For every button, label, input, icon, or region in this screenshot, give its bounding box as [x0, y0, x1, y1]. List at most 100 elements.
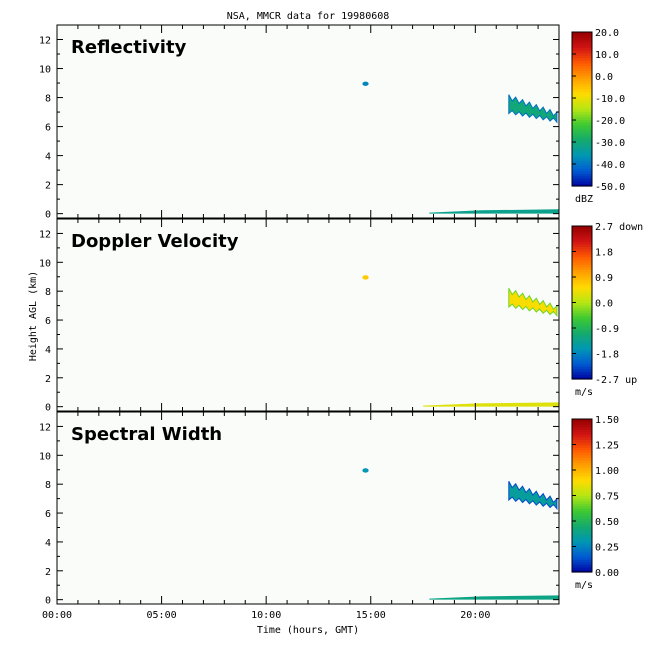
colorbar-segment: [572, 132, 592, 136]
colorbar-segment: [572, 467, 592, 471]
colorbar-segment: [572, 60, 592, 64]
colorbar-segment: [572, 271, 592, 276]
echo-cloud-edge: [508, 288, 558, 318]
colorbar-segment: [572, 444, 592, 448]
colorbar-segment: [572, 521, 592, 525]
colorbar-label: -20.0: [595, 116, 625, 127]
colorbar-segment: [572, 157, 592, 161]
colorbar-label: 1.00: [595, 466, 619, 477]
y-tick-label: 8: [45, 480, 51, 491]
colorbar-segment: [572, 150, 592, 154]
colorbar-segment: [572, 47, 592, 51]
colorbar-segment: [572, 503, 592, 507]
colorbar-segment: [572, 449, 592, 453]
colorbar-segment: [572, 431, 592, 435]
y-tick-label: 12: [39, 229, 51, 240]
colorbar-segment: [572, 322, 592, 327]
colorbar-segment: [572, 368, 592, 372]
y-tick-label: 8: [45, 94, 51, 105]
colorbar-segment: [572, 363, 592, 367]
colorbar-segment: [572, 264, 592, 268]
plot-area: [57, 219, 559, 411]
colorbar-segment: [572, 93, 592, 97]
colorbar-label: -30.0: [595, 138, 625, 149]
colorbar-segment: [572, 70, 592, 74]
panel-title: Spectral Width: [71, 424, 222, 445]
colorbar-label: -40.0: [595, 160, 625, 171]
colorbar-segment: [572, 152, 592, 156]
colorbar-segment: [572, 485, 592, 489]
y-tick-label: 4: [45, 345, 51, 356]
colorbar-segment: [572, 55, 592, 59]
colorbar-segment: [572, 358, 592, 362]
colorbar-label: 2.7 down: [595, 222, 643, 233]
colorbar-segment: [572, 52, 592, 56]
colorbar-segment: [572, 310, 592, 314]
colorbar-segment: [572, 233, 592, 237]
colorbar-segment: [572, 180, 592, 185]
y-tick-label: 0: [45, 403, 51, 414]
colorbar-segment: [572, 518, 592, 522]
y-tick-label: 6: [45, 509, 51, 520]
y-tick-label: 4: [45, 538, 51, 549]
colorbar-label: -50.0: [595, 182, 625, 193]
colorbar-label: 0.25: [595, 543, 619, 554]
colorbar-segment: [572, 75, 592, 79]
colorbar-segment: [572, 73, 592, 77]
colorbar-segment: [572, 88, 592, 92]
colorbar-segment: [572, 106, 592, 110]
colorbar-segment: [572, 256, 592, 260]
colorbar-label: 1.25: [595, 441, 619, 452]
colorbar-segment: [572, 67, 592, 72]
colorbar-segment: [572, 335, 592, 339]
colorbar-label: 0.0: [595, 299, 613, 310]
colorbar-label: 10.0: [595, 50, 619, 61]
colorbar-segment: [572, 490, 592, 494]
colorbar-segment: [572, 248, 592, 253]
colorbar-segment: [572, 472, 592, 476]
colorbar-segment: [572, 510, 592, 514]
colorbar-segment: [572, 302, 592, 306]
y-tick-label: 12: [39, 36, 51, 47]
colorbar-label: 0.9: [595, 273, 613, 284]
colorbar-segment: [572, 173, 592, 177]
panel-2: 0 2 4 6 8 10 12 Doppler Velocity 2.7 down 1.8 0.9 0…: [39, 218, 643, 414]
colorbar-segment: [572, 139, 592, 143]
colorbar-segment: [572, 284, 592, 288]
colorbar-segment: [572, 464, 592, 469]
y-tick-label: 4: [45, 152, 51, 163]
colorbar-segment: [572, 361, 592, 365]
figure-title: NSA, MMCR data for 19980608: [227, 11, 390, 22]
colorbar-segment: [572, 183, 592, 187]
x-tick-label: 20:00: [460, 610, 490, 621]
colorbar-segment: [572, 549, 592, 553]
colorbar-segment: [572, 541, 592, 545]
colorbar-segment: [572, 42, 592, 46]
colorbar-segment: [572, 175, 592, 179]
colorbar-segment: [572, 513, 592, 517]
colorbar-segment: [572, 39, 592, 43]
panel-1: 0 2 4 6 8 10 12 Reflectivity 20.0 10.0 0.0 -10.0 -20…: [39, 24, 625, 221]
colorbar-segment: [572, 441, 592, 446]
colorbar-label: 20.0: [595, 28, 619, 39]
colorbar-segment: [572, 269, 592, 273]
colorbar-segment: [572, 228, 592, 232]
colorbar-segment: [572, 277, 592, 281]
colorbar-segment: [572, 554, 592, 558]
y-tick-label: 8: [45, 287, 51, 298]
echo-blob: [362, 468, 369, 473]
colorbar-segment: [572, 297, 592, 301]
colorbar-segment: [572, 292, 592, 296]
colorbar-segment: [572, 470, 592, 474]
colorbar-segment: [572, 447, 592, 451]
colorbar-segment: [572, 111, 592, 115]
colorbar-segment: [572, 259, 592, 263]
colorbar-segment: [572, 343, 592, 347]
colorbar-segment: [572, 279, 592, 283]
colorbar-units: dBZ: [575, 194, 593, 205]
colorbar-segment: [572, 129, 592, 133]
colorbar-segment: [572, 32, 592, 36]
colorbar-segment: [572, 492, 592, 497]
y-tick-label: 10: [39, 65, 51, 76]
colorbar-segment: [572, 231, 592, 235]
